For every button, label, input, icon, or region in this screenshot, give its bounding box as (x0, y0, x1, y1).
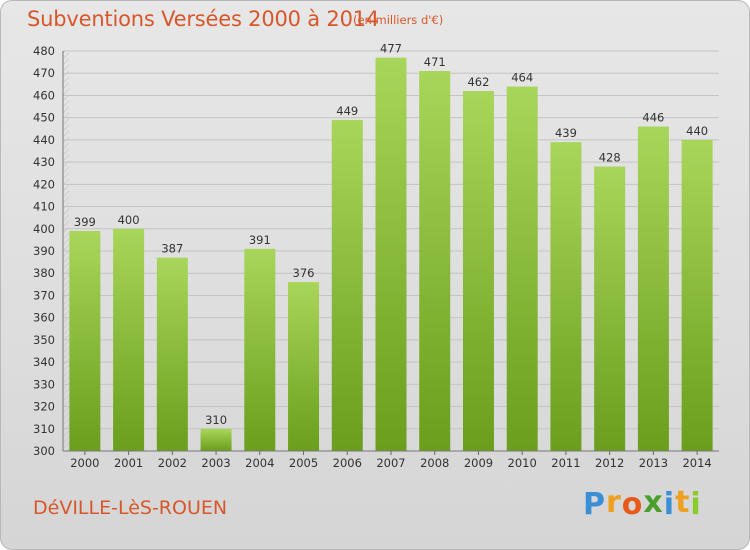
y-tick-label: 370 (33, 288, 55, 302)
y-tick-label: 360 (33, 311, 55, 325)
bar (244, 248, 276, 451)
x-tick-label: 2002 (158, 456, 187, 470)
bar (331, 119, 363, 451)
data-label: 310 (205, 413, 227, 427)
proxiti-logo: Proxiti (583, 485, 702, 522)
data-label: 428 (599, 151, 621, 165)
x-tick-label: 2011 (551, 456, 580, 470)
y-tick-label: 350 (33, 333, 55, 347)
chart-title: Subventions Versées 2000 à 2014 (27, 7, 380, 31)
y-tick-label: 380 (33, 266, 55, 280)
commune-name: DéVILLE-LèS-ROUEN (33, 497, 228, 519)
x-tick-label: 2005 (289, 456, 318, 470)
unit-note: (en milliers d'€) (353, 13, 444, 27)
y-tick-label: 450 (33, 111, 55, 125)
x-tick-label: 2007 (376, 456, 405, 470)
x-tick-label: 2008 (420, 456, 449, 470)
x-tick-label: 2006 (333, 456, 362, 470)
data-label: 439 (555, 126, 577, 140)
y-tick-label: 330 (33, 377, 55, 391)
bar (462, 91, 494, 451)
x-tick-label: 2009 (464, 456, 493, 470)
x-tick-label: 2014 (682, 456, 711, 470)
x-tick-label: 2004 (245, 456, 274, 470)
bar (637, 126, 669, 452)
data-label: 400 (118, 213, 140, 227)
x-tick-label: 2000 (70, 456, 99, 470)
bar (681, 139, 713, 451)
data-label: 387 (161, 242, 183, 256)
brand-letter: x (643, 485, 664, 520)
x-tick-label: 2012 (595, 456, 624, 470)
y-tick-label: 480 (33, 44, 55, 58)
bar (156, 257, 188, 451)
y-tick-label: 470 (33, 66, 55, 80)
brand-letter: i (663, 487, 676, 522)
brand-letter: P (583, 487, 606, 522)
y-tick-label: 440 (33, 133, 55, 147)
data-label: 399 (74, 215, 96, 229)
y-tick-label: 410 (33, 200, 55, 214)
brand-letter: t (675, 485, 691, 520)
y-tick-label: 390 (33, 244, 55, 258)
data-label: 391 (249, 233, 271, 247)
data-label: 477 (380, 42, 402, 56)
x-tick-label: 2003 (201, 456, 230, 470)
data-label: 449 (336, 104, 358, 118)
x-tick-label: 2013 (639, 456, 668, 470)
data-label: 464 (511, 71, 533, 85)
y-tick-label: 310 (33, 422, 55, 436)
y-tick-label: 400 (33, 222, 55, 236)
x-tick-label: 2001 (114, 456, 143, 470)
y-tick-label: 430 (33, 155, 55, 169)
bar (288, 282, 320, 451)
bar (419, 71, 451, 451)
bar (200, 428, 232, 451)
data-label: 446 (642, 111, 664, 125)
brand-letter: o (621, 487, 644, 522)
brand-letter: i (690, 487, 702, 522)
data-label: 376 (293, 266, 315, 280)
bar (375, 57, 407, 452)
data-label: 462 (467, 75, 489, 89)
bar (594, 166, 626, 452)
x-tick-label: 2010 (508, 456, 537, 470)
y-tick-label: 320 (33, 400, 55, 414)
y-tick-label: 300 (33, 444, 55, 458)
brand-letter: r (606, 485, 622, 520)
y-tick-label: 340 (33, 355, 55, 369)
y-axis-band (63, 51, 69, 451)
y-tick-label: 420 (33, 177, 55, 191)
bar (113, 228, 145, 451)
data-label: 471 (424, 55, 446, 69)
bar (69, 231, 101, 451)
data-label: 440 (686, 124, 708, 138)
y-tick-label: 460 (33, 88, 55, 102)
bar (550, 142, 582, 451)
bar (506, 86, 538, 452)
